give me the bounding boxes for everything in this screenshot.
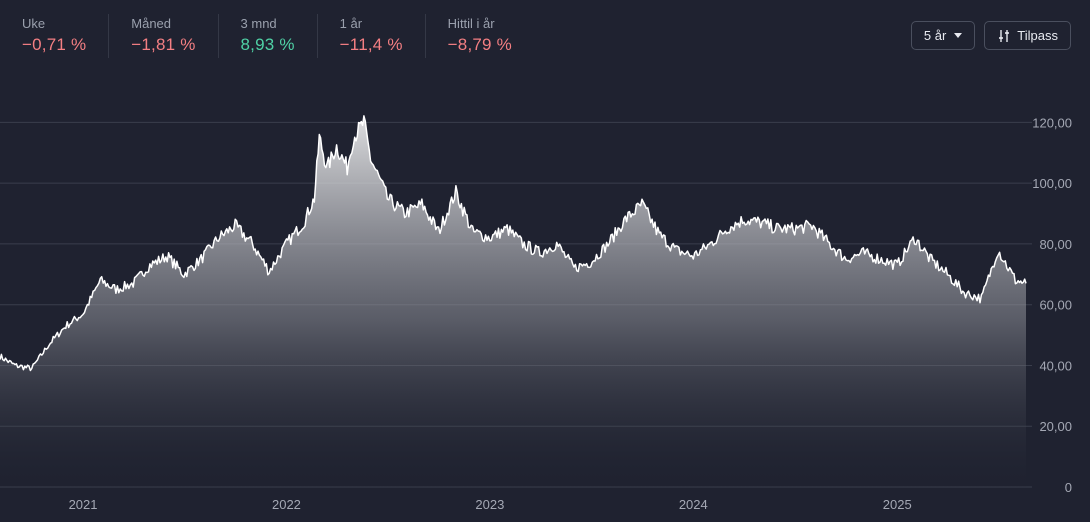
- chart-controls: 5 år Tilpass: [910, 21, 1071, 50]
- y-tick-label: 100,00: [1032, 176, 1072, 191]
- stat-label: Måned: [131, 16, 172, 31]
- stat-value: −1,81 %: [131, 35, 196, 54]
- x-tick-label: 2023: [475, 497, 504, 512]
- period-dropdown[interactable]: 5 år: [910, 21, 976, 50]
- sliders-icon: [999, 29, 1010, 42]
- x-tick-label: 2021: [69, 497, 98, 512]
- stat-value: −8,79 %: [447, 35, 512, 54]
- stat-value: −11,4 %: [339, 35, 403, 54]
- stat-1-year: 1 år −11,4 %: [318, 14, 426, 58]
- period-label: 5 år: [923, 28, 947, 43]
- x-tick-label: 2022: [272, 497, 301, 512]
- y-tick-label: 20,00: [1039, 419, 1072, 434]
- y-tick-label: 60,00: [1039, 298, 1072, 313]
- performance-stats: Uke −0,71 % Måned −1,81 % 3 mnd 8,93 % 1…: [0, 14, 534, 58]
- stat-ytd: Hittil i år −8,79 %: [426, 14, 534, 58]
- stat-label: Uke: [22, 16, 46, 31]
- x-tick-label: 2024: [679, 497, 708, 512]
- y-tick-label: 40,00: [1039, 358, 1072, 373]
- y-tick-label: 0: [1065, 480, 1072, 495]
- customize-button[interactable]: Tilpass: [984, 21, 1071, 50]
- stat-value: −0,71 %: [22, 35, 87, 54]
- y-tick-label: 80,00: [1039, 237, 1072, 252]
- customize-label: Tilpass: [1017, 28, 1058, 43]
- stat-week: Uke −0,71 %: [0, 14, 110, 58]
- stat-label: 3 mnd: [240, 16, 277, 31]
- stat-month: Måned −1,81 %: [109, 14, 219, 58]
- y-tick-label: 120,00: [1032, 115, 1072, 130]
- stat-3-months: 3 mnd 8,93 %: [219, 14, 318, 58]
- x-tick-label: 2025: [883, 497, 912, 512]
- stat-label: Hittil i år: [447, 16, 495, 31]
- price-area: [0, 115, 1026, 488]
- stat-label: 1 år: [339, 16, 363, 31]
- caret-down-icon: [954, 33, 963, 38]
- stat-value: 8,93 %: [240, 35, 295, 54]
- price-line: [0, 115, 1027, 372]
